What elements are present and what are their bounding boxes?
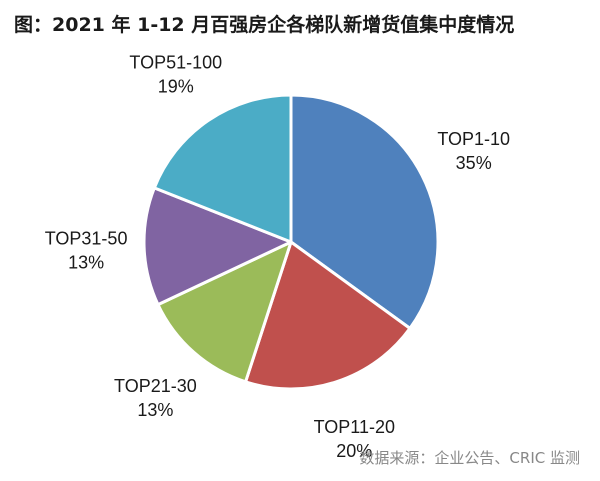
pie-slice-top11-20: [244, 240, 412, 391]
slice-label-top31-50: TOP31-50: [45, 228, 128, 248]
slice-value-top11-20: 20%: [336, 441, 372, 461]
chart-title: 图：2021 年 1-12 月百强房企各梯队新增货值集中度情况: [14, 14, 515, 36]
pie-slices: [142, 93, 440, 391]
pie-labels: TOP1-10 35% TOP11-20 20% TOP21-30 13% TOP31-50…: [45, 52, 510, 461]
slice-value-top1-10: 35%: [456, 153, 492, 173]
slice-label-top11-20: TOP11-20: [314, 417, 395, 437]
slice-value-top21-30: 13%: [137, 400, 173, 420]
slice-label-top51-100: TOP51-100: [129, 52, 222, 72]
slice-value-top31-50: 13%: [68, 252, 104, 272]
slice-value-top51-100: 19%: [158, 76, 194, 96]
slice-label-top1-10: TOP1-10: [437, 129, 510, 149]
pie-slice-top1-10: [289, 93, 440, 330]
slice-label-top21-30: TOP21-30: [114, 376, 197, 396]
data-source-note: 数据来源：企业公告、CRIC 监测: [359, 449, 580, 467]
pie-slice-top31-50: [142, 186, 293, 307]
pie-slice-top51-100: [152, 93, 293, 244]
pie-slice-top21-30: [156, 240, 293, 384]
